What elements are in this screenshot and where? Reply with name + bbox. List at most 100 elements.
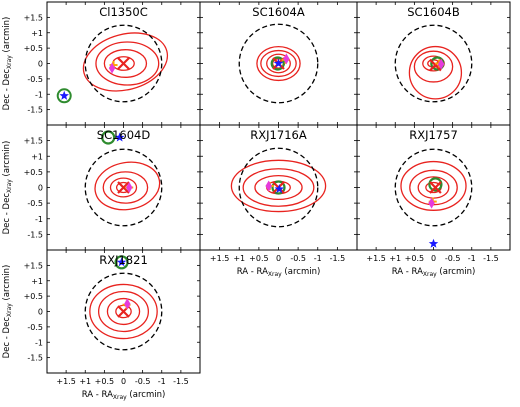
contour-line xyxy=(254,174,303,201)
contour-line xyxy=(102,171,149,204)
x-tick-label: -1.5 xyxy=(483,254,499,263)
x-marker xyxy=(117,57,130,70)
y-tick-label: +1 xyxy=(31,277,43,286)
star-marker xyxy=(273,58,284,68)
x-tick-label: -0.5 xyxy=(445,254,461,263)
y-axis-label: Dec - DecXray (arcmin) xyxy=(2,17,13,111)
panel-title: RXJ1821 xyxy=(99,253,148,267)
x-tick-label: +1 xyxy=(233,254,245,263)
panel-plot-area xyxy=(394,148,473,248)
diamond-marker xyxy=(437,58,445,70)
dashed-circle xyxy=(84,272,163,351)
y-tick-label: +0.5 xyxy=(24,292,43,301)
panel-title: SC1604B xyxy=(407,5,460,19)
dashed-circle xyxy=(394,24,473,103)
x-tick-label: -1.5 xyxy=(330,254,346,263)
y-tick-label: -1.5 xyxy=(27,354,43,363)
panel-plot-area xyxy=(56,24,169,104)
contour-line xyxy=(408,45,463,100)
panel-sc1604a: SC1604A xyxy=(199,1,358,126)
y-axis-label: Dec - DecXray (arcmin) xyxy=(2,265,13,359)
contour-line xyxy=(417,176,450,199)
panel-plot-area xyxy=(230,147,327,228)
y-tick-label: -1.5 xyxy=(27,230,43,239)
y-tick-label: +1.5 xyxy=(24,13,43,22)
x-tick-label: +1.5 xyxy=(210,254,229,263)
x-tick-label: -1.5 xyxy=(173,377,189,386)
x-tick-label: +1 xyxy=(389,254,401,263)
contour-line xyxy=(97,290,150,333)
y-tick-label: -0.5 xyxy=(27,323,43,332)
panel-plot-area xyxy=(394,24,473,103)
ring-marker xyxy=(56,88,72,104)
y-tick-label: -1 xyxy=(35,338,43,347)
panel-plot-area xyxy=(238,23,319,104)
x-tick-label: 0 xyxy=(431,254,436,263)
panel-sc1604b: SC1604B xyxy=(356,1,511,126)
contour-line xyxy=(256,45,301,82)
contour-line xyxy=(260,49,297,78)
contour-line xyxy=(89,283,158,340)
x-tick-label: -1 xyxy=(158,377,166,386)
dashed-circle xyxy=(84,24,163,103)
x-tick-label: 0 xyxy=(121,377,126,386)
y-tick-label: -1 xyxy=(35,90,43,99)
x-axis-label: RA - RAXray (arcmin) xyxy=(392,267,476,278)
y-axis-label: Dec - DecXray (arcmin) xyxy=(2,141,13,235)
y-tick-label: +0.5 xyxy=(24,168,43,177)
panel-title: Cl1350C xyxy=(99,5,148,19)
contour-line xyxy=(103,49,148,78)
x-tick-label: +1.5 xyxy=(366,254,385,263)
contour-line xyxy=(413,50,454,83)
dashed-circle xyxy=(394,148,473,227)
y-tick-label: +1 xyxy=(31,152,43,161)
x-marker xyxy=(429,181,442,194)
x-tick-label: +1.5 xyxy=(56,377,75,386)
x-tick-label: +0.5 xyxy=(405,254,424,263)
diamond-marker xyxy=(126,182,133,193)
panel-frame xyxy=(356,124,511,251)
dashed-circle xyxy=(84,148,163,227)
ring-marker xyxy=(101,130,116,145)
ring-marker xyxy=(271,180,286,195)
star-marker xyxy=(59,90,69,100)
contour-line xyxy=(109,177,138,198)
contour-line xyxy=(94,161,161,211)
y-tick-label: +1 xyxy=(31,29,43,38)
panel-title: SC1604D xyxy=(97,128,151,142)
diamond-marker xyxy=(265,180,272,192)
dashed-circle xyxy=(238,23,319,104)
contour-line xyxy=(230,159,327,213)
y-tick-label: -1 xyxy=(35,215,43,224)
star-marker xyxy=(274,184,285,194)
x-axis-label: RA - RAXray (arcmin) xyxy=(82,390,166,401)
panel-plot-area xyxy=(84,255,163,351)
x-tick-label: +1 xyxy=(79,377,91,386)
star-marker xyxy=(116,257,127,267)
ring-marker xyxy=(114,255,129,270)
y-tick-label: +1.5 xyxy=(24,137,43,146)
y-tick-label: +0.5 xyxy=(24,44,43,53)
contour-line xyxy=(95,41,160,86)
panel-title: RXJ1757 xyxy=(409,128,458,142)
panel-cl1350c: Cl1350C +1.5 +1 +0.5 0 -0.5 -1 -1.5 Dec - DecXra… xyxy=(2,1,201,126)
x-tick-label: -1 xyxy=(314,254,322,263)
x-tick-label: -0.5 xyxy=(290,254,306,263)
x-tick-label: +0.5 xyxy=(249,254,268,263)
x-axis-label: RA - RAXray (arcmin) xyxy=(237,267,321,278)
x-tick-label: 0 xyxy=(276,254,281,263)
diamond-marker xyxy=(283,53,290,65)
diamond-marker xyxy=(124,298,131,310)
contour-line xyxy=(400,160,467,211)
x-marker xyxy=(117,181,130,194)
dashed-circle xyxy=(238,147,319,228)
x-tick-label: -1 xyxy=(468,254,476,263)
panel-title: SC1604A xyxy=(252,5,305,19)
panel-title: RXJ1716A xyxy=(250,128,307,142)
y-tick-label: +1.5 xyxy=(24,261,43,270)
panel-sc1604d: SC1604D +1.5 +1 +0.5 0 -0.5 -1 -1.5 Dec - DecXra… xyxy=(2,124,201,251)
y-tick-label: -1.5 xyxy=(27,106,43,115)
panel-plot-area xyxy=(84,130,163,227)
ring-marker xyxy=(428,177,443,192)
